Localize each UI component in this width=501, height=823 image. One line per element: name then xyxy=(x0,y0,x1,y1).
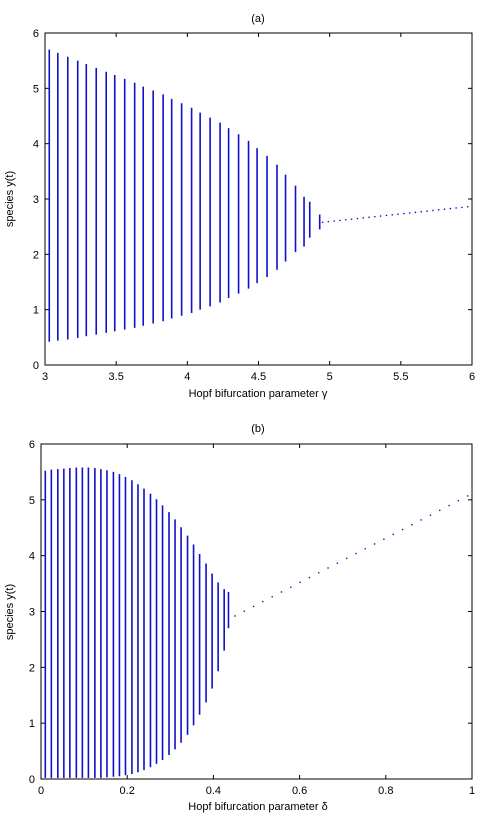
panel-b-steady-state-point xyxy=(401,528,404,531)
panel-b-steady-state-point xyxy=(373,543,376,545)
panel-b-y-tick-label: 6 xyxy=(29,439,35,451)
panel-a-x-tick-label: 4.5 xyxy=(251,371,266,383)
panel-a-y-tick-label: 0 xyxy=(33,360,39,372)
panel-a-x-tick-label: 5 xyxy=(327,371,333,383)
panel-a-steady-state-point xyxy=(403,212,405,215)
panel-b-steady-state-point xyxy=(438,509,441,512)
panel-b-steady-state-point xyxy=(308,576,311,579)
panel-a-x-tick-label: 3 xyxy=(42,371,48,383)
panel-a-x-tick-label: 6 xyxy=(469,371,475,383)
panel-a-steady-state-point xyxy=(449,207,452,210)
panel-a-y-tick-label: 6 xyxy=(33,28,39,40)
panel-a-steady-state-point xyxy=(321,221,324,224)
panel-a-steady-state-point xyxy=(374,215,376,218)
panel-b-x-tick-label: 0.8 xyxy=(378,785,393,797)
panel-b-steady-state-point xyxy=(466,495,469,497)
panel-b-x-tick-label: 0 xyxy=(38,785,44,797)
panel-b-steady-state-point xyxy=(457,499,460,502)
panel-a-steady-state-point xyxy=(461,206,463,209)
panel-b-x-ticks: 0 0.2 0.4 0.6 0.8 1 xyxy=(38,444,475,797)
panel-b-x-axis-label: Hopf bifurcation parameter δ xyxy=(188,801,327,813)
panel-a-steady-state-point xyxy=(432,209,434,212)
panel-b-x-tick-label: 1 xyxy=(469,785,475,797)
panel-b-steady-state-point xyxy=(429,514,432,516)
panel-b-y-tick-label: 1 xyxy=(29,718,35,730)
panel-a-steady-state-point xyxy=(368,216,370,219)
panel-a-y-tick-label: 1 xyxy=(33,305,39,317)
panel-a-steady-state-point xyxy=(397,213,399,215)
panel-b-y-tick-label: 2 xyxy=(29,662,35,674)
panel-a-steady-state-point xyxy=(437,209,440,211)
panel-a-steady-state-point xyxy=(379,215,382,217)
panel-a: (a) 3 3.5 4 4.5 5 5.5 6 0 1 2 3 4 5 6 Hopf bifurcati… xyxy=(4,13,475,400)
panel-b-title: (b) xyxy=(251,423,264,435)
panel-b-steady-state-point xyxy=(299,581,301,584)
panel-a-steady-state-point xyxy=(385,214,388,217)
panel-b-steady-state-point xyxy=(420,519,422,521)
panel-a-steady-state-point xyxy=(339,219,341,222)
panel-b-x-tick-label: 0.4 xyxy=(206,785,221,797)
panel-a-steady-state-point xyxy=(391,214,394,216)
panel-a-y-tick-label: 3 xyxy=(33,194,39,206)
panel-b-y-tick-label: 5 xyxy=(29,495,35,507)
panel-b-steady-state-point xyxy=(392,533,395,536)
panel-a-title: (a) xyxy=(251,13,264,25)
panel-a-steady-state-point xyxy=(426,210,428,212)
panel-a-steady-state-point xyxy=(350,218,353,220)
panel-b-steady-state-point xyxy=(411,523,413,526)
panel-a-y-axis-label: species y(t) xyxy=(4,171,16,227)
panel-b-steady-state-point xyxy=(290,586,292,588)
panel-b-y-tick-label: 4 xyxy=(29,551,35,563)
panel-b-steady-state-point xyxy=(252,605,255,608)
panel-a-steady-state-point xyxy=(327,220,330,223)
panel-b-steady-state-point xyxy=(383,538,385,540)
panel-a-plot-area xyxy=(48,49,469,342)
panel-b-steady-state-point xyxy=(234,615,236,617)
panel-b-x-tick-label: 0.2 xyxy=(120,785,135,797)
panel-b: (b) 0 0.2 0.4 0.6 0.8 1 0 1 2 3 4 5 6 Hopf bifurcat… xyxy=(4,423,475,813)
panel-b-y-ticks: 0 1 2 3 4 5 6 xyxy=(29,439,472,786)
panel-a-steady-state-point xyxy=(420,210,423,213)
panel-a-steady-state-point xyxy=(414,211,417,214)
panel-a-y-tick-label: 4 xyxy=(33,139,39,151)
panel-a-y-tick-label: 2 xyxy=(33,249,39,261)
panel-a-axes-box xyxy=(44,32,473,366)
panel-b-steady-state-point xyxy=(271,595,273,598)
panel-b-x-tick-label: 0.6 xyxy=(292,785,307,797)
panel-a-steady-state-point xyxy=(356,217,359,220)
panel-a-y-ticks: 0 1 2 3 4 5 6 xyxy=(33,28,472,372)
panel-a-x-tick-label: 3.5 xyxy=(109,371,124,383)
panel-a-steady-state-point xyxy=(333,220,335,222)
panel-a-x-ticks: 3 3.5 4 4.5 5 5.5 6 xyxy=(42,33,475,383)
panel-b-y-tick-label: 3 xyxy=(29,607,35,619)
panel-b-steady-state-point xyxy=(336,562,339,564)
panel-b-steady-state-point xyxy=(355,552,357,555)
panel-b-plot-area xyxy=(44,467,469,778)
panel-b-steady-state-point xyxy=(280,591,283,593)
panel-a-x-axis-label: Hopf bifurcation parameter γ xyxy=(189,388,328,400)
panel-b-steady-state-point xyxy=(345,557,348,560)
panel-b-steady-state-point xyxy=(364,547,367,550)
panel-b-axes-box xyxy=(40,443,473,780)
panel-b-steady-state-point xyxy=(317,571,320,574)
panel-b-steady-state-point xyxy=(448,504,450,507)
panel-a-steady-state-point xyxy=(362,217,365,219)
panel-b-y-tick-label: 0 xyxy=(29,774,35,786)
panel-b-steady-state-point xyxy=(327,567,329,569)
panel-a-steady-state-point xyxy=(408,212,411,214)
panel-a-steady-state-point xyxy=(344,218,347,221)
panel-a-x-tick-label: 5.5 xyxy=(393,371,408,383)
panel-a-steady-state-point xyxy=(455,207,457,209)
panel-b-y-axis-label: species y(t) xyxy=(4,584,16,640)
panel-b-steady-state-point xyxy=(243,610,246,612)
panel-b-steady-state-point xyxy=(262,600,264,603)
panel-a-x-tick-label: 4 xyxy=(184,371,190,383)
panel-a-steady-state-point xyxy=(443,208,446,211)
panel-a-y-tick-label: 5 xyxy=(33,83,39,95)
panel-a-steady-state-point xyxy=(466,205,469,208)
